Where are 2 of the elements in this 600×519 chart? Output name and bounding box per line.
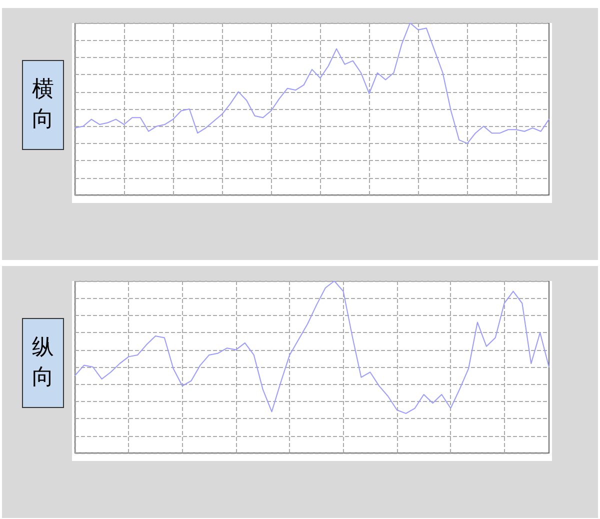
text: 横向 — [22, 60, 64, 150]
text: 纵向 — [22, 318, 64, 408]
